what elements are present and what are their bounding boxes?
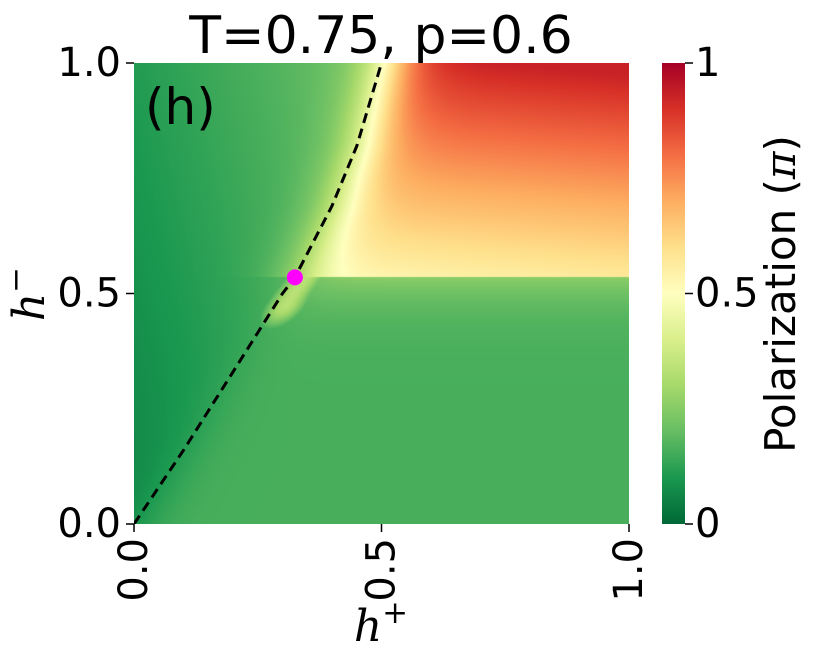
x-tick-label: 0.0 bbox=[111, 538, 157, 602]
heatmap-plot: (h) bbox=[134, 63, 629, 524]
y-axis-label-base: h bbox=[4, 293, 55, 321]
critical-line bbox=[134, 63, 383, 524]
colorbar-tick-label: 0 bbox=[695, 501, 720, 547]
x-tick-label: 1.0 bbox=[606, 538, 652, 602]
y-tick-label: 0.5 bbox=[57, 271, 121, 317]
heatmap-image bbox=[134, 63, 629, 524]
colorbar-label: Polarization (π) bbox=[756, 135, 805, 453]
critical-point-marker bbox=[286, 269, 303, 286]
colorbar-label-open: ( bbox=[756, 179, 805, 209]
x-axis-ticks: 0.0 0.5 1.0 bbox=[111, 524, 652, 602]
colorbar-label-symbol: π bbox=[756, 150, 805, 180]
colorbar-ticks: 00.51 bbox=[685, 40, 759, 547]
colorbar-gradient bbox=[662, 63, 685, 524]
chart-title: T=0.75, p=0.6 bbox=[188, 6, 572, 66]
y-tick-label: 1.0 bbox=[57, 40, 121, 86]
y-tick-label: 0.0 bbox=[57, 501, 121, 547]
x-axis-label-base: h bbox=[354, 601, 382, 652]
panel-label: (h) bbox=[145, 78, 216, 136]
colorbar-tick-label: 0.5 bbox=[695, 271, 759, 317]
colorbar-label-close: ) bbox=[756, 135, 805, 151]
x-axis-label: h+ bbox=[354, 595, 408, 652]
x-tick-label: 0.5 bbox=[359, 538, 405, 602]
y-axis-ticks: 0.0 0.5 1.0 bbox=[57, 40, 134, 547]
colorbar-tick-label: 1 bbox=[695, 40, 720, 86]
y-axis-label: h− bbox=[0, 267, 55, 321]
x-axis-label-superscript: + bbox=[382, 595, 408, 631]
colorbar-label-text: Polarization bbox=[756, 209, 805, 453]
y-axis-label-superscript: − bbox=[0, 267, 34, 293]
colorbar: 00.51 Polarization (π) bbox=[662, 40, 805, 547]
